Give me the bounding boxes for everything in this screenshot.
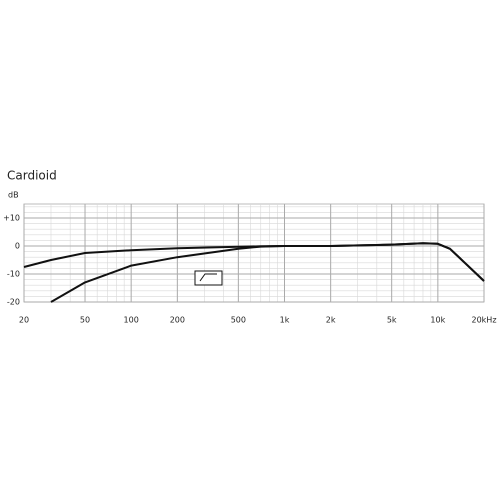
x-tick-label: 100: [124, 316, 139, 325]
x-tick-label: 2k: [326, 316, 336, 325]
y-tick-label: -10: [7, 270, 20, 279]
x-tick-label: 5k: [387, 316, 397, 325]
response-curve: [50, 242, 485, 303]
plot: [23, 242, 485, 303]
filter-icon: [194, 270, 223, 286]
y-tick-label: 0: [15, 242, 20, 251]
x-tick-label: 10k: [430, 316, 445, 325]
x-tick-label: 1k: [280, 316, 290, 325]
x-tick-label: 20: [19, 316, 29, 325]
x-tick-label: 20kHz: [471, 316, 496, 325]
grid: [23, 203, 485, 303]
x-tick-label: 50: [80, 316, 90, 325]
y-axis-unit: dB: [8, 191, 19, 200]
x-tick-label: 200: [170, 316, 185, 325]
chart-title: Cardioid: [7, 169, 57, 183]
y-tick-label: -20: [7, 298, 20, 307]
y-tick-label: +10: [3, 214, 20, 223]
x-tick-label: 500: [231, 316, 246, 325]
